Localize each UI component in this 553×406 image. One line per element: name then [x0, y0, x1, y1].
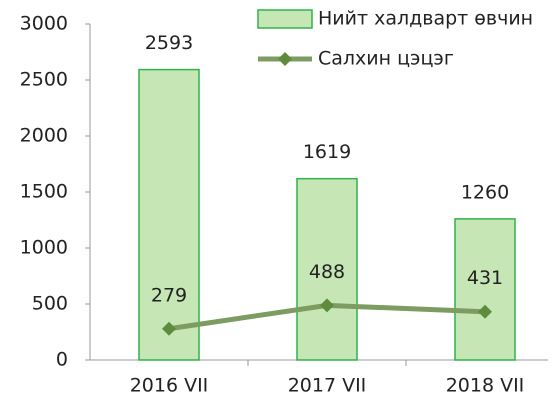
- y-tick-label: 500: [32, 293, 68, 315]
- x-tick-label: 2018 VII: [446, 375, 525, 397]
- data-label: 488: [309, 261, 345, 283]
- bar: [296, 177, 358, 361]
- y-tick-label: 1000: [20, 237, 68, 259]
- y-tick-label: 0: [56, 349, 68, 371]
- y-tick-label: 2500: [20, 69, 68, 91]
- x-tick-label: 2017 VII: [288, 375, 367, 397]
- legend-label: Салхин цэцэг: [318, 48, 454, 70]
- marker: [162, 321, 176, 336]
- data-label: 1619: [303, 141, 351, 163]
- marker: [320, 298, 334, 313]
- x-tick-label: 2016 VII: [130, 375, 209, 397]
- bar: [454, 218, 516, 361]
- marker: [478, 304, 492, 319]
- data-label: 279: [151, 284, 187, 306]
- y-tick-label: 3000: [20, 13, 68, 35]
- y-tick-label: 2000: [20, 125, 68, 147]
- data-label: 431: [467, 267, 503, 289]
- legend-marker: [278, 52, 292, 66]
- data-label: 1260: [461, 181, 509, 203]
- y-tick-label: 1500: [20, 181, 68, 203]
- bar: [138, 68, 200, 361]
- data-label: 2593: [145, 32, 193, 54]
- legend-swatch: [257, 9, 313, 29]
- legend-label: Нийт халдварт өвчин: [318, 8, 533, 30]
